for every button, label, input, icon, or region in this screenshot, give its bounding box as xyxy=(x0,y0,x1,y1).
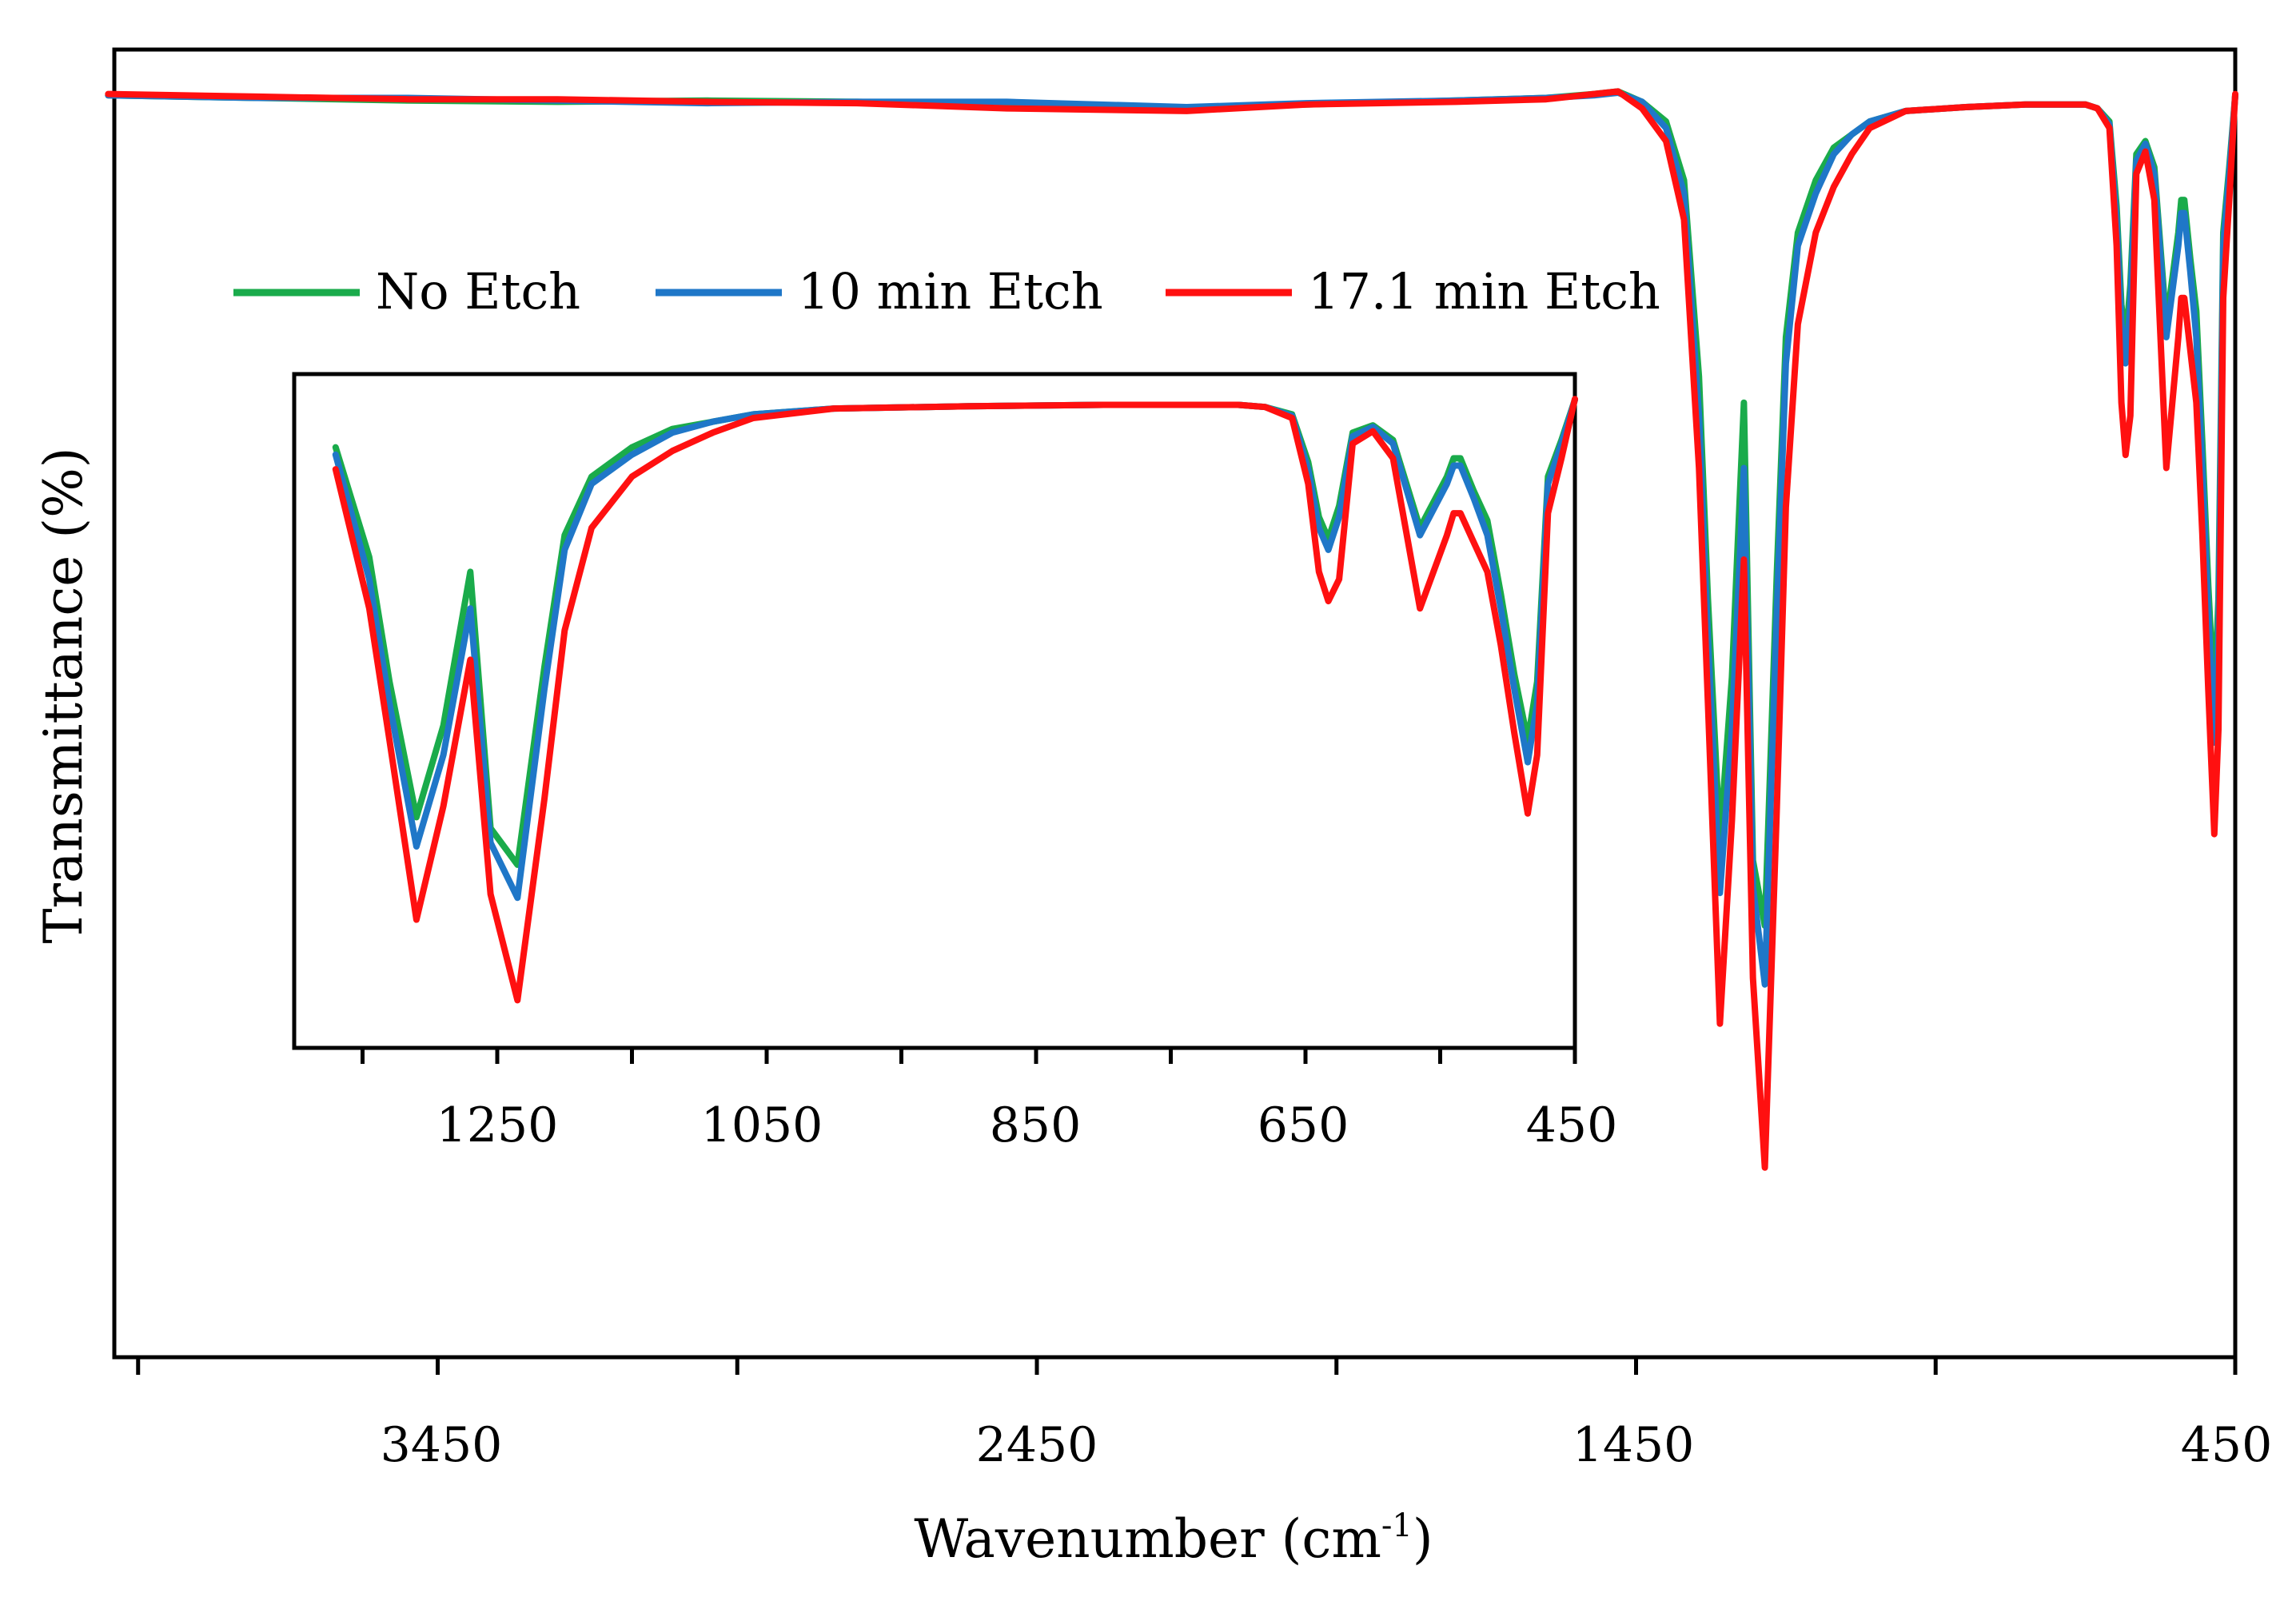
inset-x-tick-label: 450 xyxy=(1526,1097,1618,1153)
main-plot-frame xyxy=(112,47,2238,1360)
main-plot-series xyxy=(105,88,2238,1171)
legend-label-no-etch: No Etch xyxy=(376,262,580,321)
legend-label-17-1-min-etch: 17.1 min Etch xyxy=(1308,262,1660,321)
inset-x-tick-label: 1050 xyxy=(701,1097,823,1153)
inset-x-tick-label: 850 xyxy=(990,1097,1082,1153)
y-axis-title: Transmittance (%) xyxy=(33,447,94,943)
inset-x-tick-label: 650 xyxy=(1258,1097,1349,1153)
x-tick-label: 450 xyxy=(2181,1417,2273,1473)
x-tick-label: 1450 xyxy=(1573,1417,1695,1473)
x-axis-title-text: Wavenumber (cm xyxy=(914,1508,1381,1570)
x-axis-title: Wavenumber (cm-1) xyxy=(914,1507,1433,1570)
x-axis-title-end: ) xyxy=(1413,1508,1433,1570)
x-tick-label: 2450 xyxy=(976,1417,1098,1473)
inset-plot-frame xyxy=(292,372,1577,1050)
x-tick-label: 3450 xyxy=(381,1417,503,1473)
inset-series-line-17-1-min-etch xyxy=(332,396,1578,1004)
series-line-17-1-min-etch xyxy=(105,88,2238,1171)
inset-x-tick-label: 1250 xyxy=(436,1097,559,1153)
x-axis-title-sup: -1 xyxy=(1381,1507,1413,1544)
legend-label-10-min-etch: 10 min Etch xyxy=(798,262,1103,321)
legend: No Etch 10 min Etch 17.1 min Etch xyxy=(233,262,1660,321)
inset-x-ticks xyxy=(361,1048,1577,1064)
inset-plot-series xyxy=(332,396,1578,1004)
main-x-ticks xyxy=(136,1357,2238,1375)
